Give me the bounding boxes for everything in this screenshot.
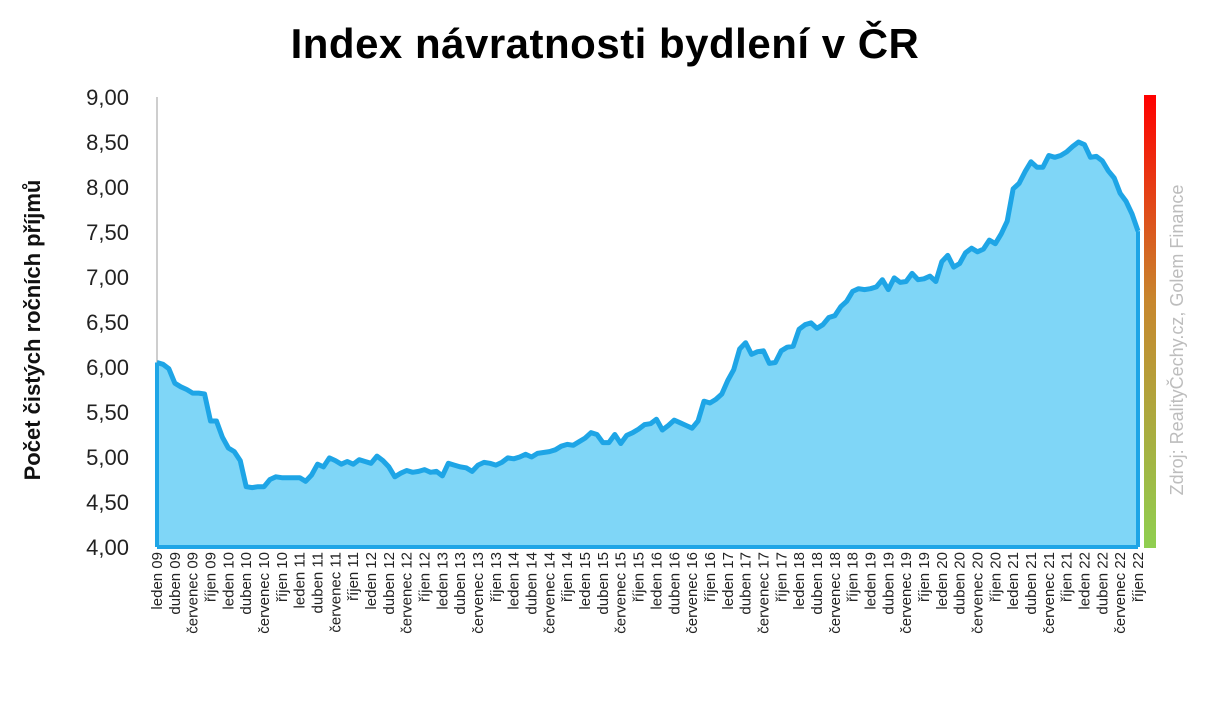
- x-tick-label: říjen 19: [916, 552, 933, 602]
- x-tick-label: říjen 15: [631, 552, 648, 602]
- series-area: [157, 142, 1138, 547]
- x-tick-label: červenec 12: [399, 552, 416, 634]
- x-tick-label: červenec 11: [327, 552, 344, 633]
- x-tick-label: duben 22: [1094, 552, 1111, 615]
- x-tick-label: leden 16: [648, 552, 665, 610]
- y-tick-label: 4,50: [86, 490, 129, 515]
- x-tick-label: červenec 22: [1112, 552, 1129, 634]
- plot-area: [155, 97, 1141, 549]
- x-tick-label: leden 09: [149, 552, 166, 610]
- x-tick-label: leden 21: [1005, 552, 1022, 610]
- series-line: [156, 139, 1141, 491]
- x-tick-label: leden 13: [434, 552, 451, 610]
- x-tick-label: říjen 12: [417, 552, 434, 602]
- x-tick-label: duben 18: [809, 552, 826, 615]
- x-tick-label: duben 19: [880, 552, 897, 615]
- x-tick-label: červenec 13: [470, 552, 487, 634]
- y-axis-title: Počet čistých ročních příjmů: [20, 180, 45, 481]
- x-tick-label: leden 18: [791, 552, 808, 610]
- x-tick-label: duben 10: [238, 552, 255, 615]
- x-tick-label: duben 20: [952, 552, 969, 615]
- x-tick-label: červenec 10: [256, 552, 273, 634]
- y-tick-label: 5,50: [86, 400, 129, 425]
- x-tick-label: červenec 18: [827, 552, 844, 634]
- x-tick-label: duben 14: [524, 552, 541, 615]
- x-tick-label: červenec 15: [613, 552, 630, 634]
- y-axis-ticks: 4,00 4,50 5,00 5,50 6,00 6,50 7,00 7,50 8,00 8,50…: [86, 85, 129, 560]
- x-tick-label: červenec 20: [970, 552, 987, 634]
- x-tick-label: leden 19: [863, 552, 880, 610]
- x-tick-label: leden 22: [1077, 552, 1094, 610]
- chart-title: Index návratnosti bydlení v ČR: [290, 20, 920, 67]
- x-tick-label: duben 11: [310, 552, 327, 613]
- x-tick-label: říjen 21: [1059, 552, 1076, 602]
- x-tick-label: červenec 16: [684, 552, 701, 634]
- x-tick-label: říjen 14: [559, 552, 576, 602]
- color-scale-bar: [1144, 95, 1156, 548]
- x-tick-label: červenec 19: [898, 552, 915, 634]
- x-tick-label: leden 12: [363, 552, 380, 610]
- x-tick-label: červenec 09: [185, 552, 202, 634]
- y-tick-label: 9,00: [86, 85, 129, 110]
- y-tick-label: 8,00: [86, 175, 129, 200]
- x-tick-label: říjen 17: [773, 552, 790, 602]
- x-tick-label: říjen 16: [702, 552, 719, 602]
- x-tick-label: duben 21: [1023, 552, 1040, 615]
- x-tick-label: duben 13: [452, 552, 469, 615]
- x-tick-label: říjen 22: [1130, 552, 1147, 602]
- x-tick-label: duben 15: [595, 552, 612, 615]
- y-tick-label: 4,00: [86, 535, 129, 560]
- y-tick-label: 6,50: [86, 310, 129, 335]
- x-tick-label: leden 10: [220, 552, 237, 610]
- x-tick-label: červenec 21: [1041, 552, 1058, 634]
- x-tick-label: říjen 10: [274, 552, 291, 602]
- source-note: Zdroj: RealityČechy.cz, Golem Finance: [1166, 185, 1187, 496]
- x-tick-label: leden 17: [720, 552, 737, 610]
- x-tick-label: červenec 14: [541, 552, 558, 634]
- y-tick-label: 7,00: [86, 265, 129, 290]
- x-tick-label: leden 15: [577, 552, 594, 610]
- x-tick-label: duben 17: [738, 552, 755, 615]
- x-tick-label: leden 20: [934, 552, 951, 610]
- x-tick-label: duben 12: [381, 552, 398, 615]
- y-tick-label: 6,00: [86, 355, 129, 380]
- x-axis-ticks: leden 09 duben 09 červenec 09 říjen 09 leden…: [149, 552, 1147, 634]
- y-tick-label: 7,50: [86, 220, 129, 245]
- x-tick-label: duben 16: [666, 552, 683, 615]
- x-tick-label: říjen 09: [203, 552, 220, 602]
- x-tick-label: leden 14: [506, 552, 523, 610]
- y-tick-label: 8,50: [86, 130, 129, 155]
- x-tick-label: leden 11: [292, 552, 309, 608]
- x-tick-label: říjen 18: [845, 552, 862, 602]
- x-tick-label: červenec 17: [755, 552, 772, 634]
- x-tick-label: říjen 11: [345, 552, 362, 601]
- x-tick-label: duben 09: [167, 552, 184, 615]
- x-tick-label: říjen 20: [987, 552, 1004, 602]
- x-tick-label: říjen 13: [488, 552, 505, 602]
- y-tick-label: 5,00: [86, 445, 129, 470]
